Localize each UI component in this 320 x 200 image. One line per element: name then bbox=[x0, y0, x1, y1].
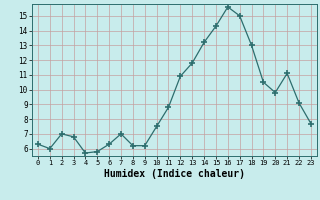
X-axis label: Humidex (Indice chaleur): Humidex (Indice chaleur) bbox=[104, 169, 245, 179]
